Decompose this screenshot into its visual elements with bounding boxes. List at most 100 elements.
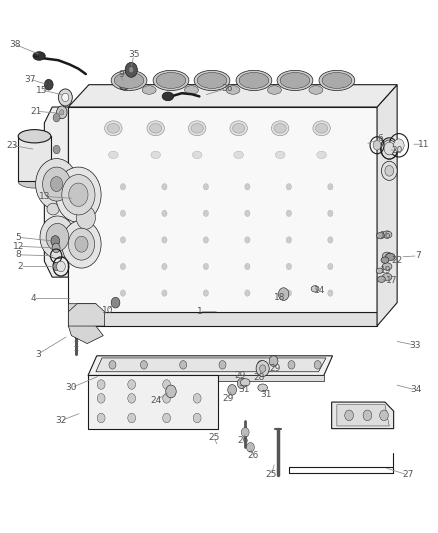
Text: 12: 12 — [12, 242, 24, 251]
Ellipse shape — [280, 72, 310, 88]
Text: 2: 2 — [18, 262, 23, 271]
Circle shape — [373, 141, 381, 150]
Text: 6: 6 — [378, 134, 383, 143]
Text: 9: 9 — [118, 70, 124, 78]
Ellipse shape — [109, 151, 118, 159]
Ellipse shape — [188, 121, 206, 136]
Polygon shape — [68, 304, 103, 344]
Ellipse shape — [153, 70, 189, 91]
Circle shape — [260, 365, 266, 372]
Circle shape — [328, 210, 333, 216]
Text: 16: 16 — [380, 231, 392, 240]
Ellipse shape — [226, 86, 240, 94]
Ellipse shape — [272, 121, 289, 136]
Polygon shape — [68, 85, 397, 107]
Circle shape — [245, 263, 250, 270]
Circle shape — [286, 210, 291, 216]
Ellipse shape — [33, 52, 45, 60]
Polygon shape — [332, 402, 394, 429]
Text: 31: 31 — [239, 385, 250, 394]
Ellipse shape — [313, 121, 330, 136]
Circle shape — [245, 183, 250, 190]
Circle shape — [203, 183, 208, 190]
Circle shape — [247, 442, 254, 452]
Ellipse shape — [258, 384, 268, 391]
Circle shape — [162, 263, 167, 270]
Circle shape — [120, 183, 126, 190]
Circle shape — [381, 161, 397, 180]
Ellipse shape — [197, 72, 227, 88]
Circle shape — [128, 379, 136, 389]
Ellipse shape — [239, 72, 269, 88]
Circle shape — [69, 183, 88, 206]
Text: 20: 20 — [392, 146, 403, 155]
Circle shape — [109, 361, 116, 369]
Ellipse shape — [156, 72, 186, 88]
Text: 7: 7 — [415, 252, 420, 260]
Circle shape — [40, 216, 75, 259]
Circle shape — [128, 393, 136, 403]
Polygon shape — [18, 136, 51, 181]
Polygon shape — [68, 304, 105, 326]
Circle shape — [286, 263, 291, 270]
Circle shape — [162, 379, 170, 389]
Ellipse shape — [150, 124, 162, 133]
Ellipse shape — [385, 253, 395, 261]
Polygon shape — [44, 107, 68, 277]
Circle shape — [125, 62, 138, 77]
Circle shape — [328, 290, 333, 296]
Ellipse shape — [151, 151, 160, 159]
Text: 26: 26 — [237, 437, 249, 446]
Circle shape — [162, 210, 167, 216]
Circle shape — [203, 210, 208, 216]
Text: 36: 36 — [221, 84, 233, 93]
Text: 8: 8 — [15, 251, 21, 260]
Circle shape — [203, 290, 208, 296]
Ellipse shape — [274, 124, 286, 133]
Text: 30: 30 — [66, 383, 77, 392]
Circle shape — [42, 167, 71, 201]
Text: 31: 31 — [261, 390, 272, 399]
Circle shape — [314, 361, 321, 369]
Circle shape — [345, 410, 353, 421]
Ellipse shape — [315, 124, 328, 133]
Circle shape — [193, 393, 201, 403]
Ellipse shape — [233, 124, 245, 133]
Circle shape — [44, 79, 53, 90]
Circle shape — [180, 361, 187, 369]
Text: 21: 21 — [31, 107, 42, 116]
Ellipse shape — [147, 121, 164, 136]
Text: 4: 4 — [31, 294, 36, 303]
Text: 38: 38 — [9, 40, 21, 49]
Circle shape — [56, 167, 101, 222]
Ellipse shape — [309, 86, 323, 94]
Circle shape — [53, 146, 60, 154]
Ellipse shape — [382, 231, 392, 238]
Circle shape — [70, 193, 79, 204]
Circle shape — [328, 263, 333, 270]
Ellipse shape — [192, 151, 202, 159]
Polygon shape — [377, 85, 397, 326]
Ellipse shape — [317, 151, 326, 159]
Circle shape — [97, 413, 105, 423]
Circle shape — [286, 183, 291, 190]
Circle shape — [162, 413, 170, 423]
Ellipse shape — [234, 151, 244, 159]
Text: 25: 25 — [208, 433, 219, 442]
Circle shape — [119, 77, 130, 90]
Circle shape — [52, 243, 60, 253]
Circle shape — [51, 236, 60, 246]
Ellipse shape — [236, 70, 272, 91]
Text: 27: 27 — [402, 471, 413, 479]
Circle shape — [75, 236, 88, 252]
Polygon shape — [96, 358, 326, 372]
Circle shape — [60, 110, 64, 115]
Text: 28: 28 — [254, 373, 265, 382]
Circle shape — [228, 384, 237, 395]
Ellipse shape — [191, 124, 203, 133]
Circle shape — [35, 159, 78, 209]
Circle shape — [129, 67, 134, 73]
Text: 33: 33 — [410, 341, 421, 350]
Text: 18: 18 — [273, 293, 285, 302]
Circle shape — [363, 410, 372, 421]
